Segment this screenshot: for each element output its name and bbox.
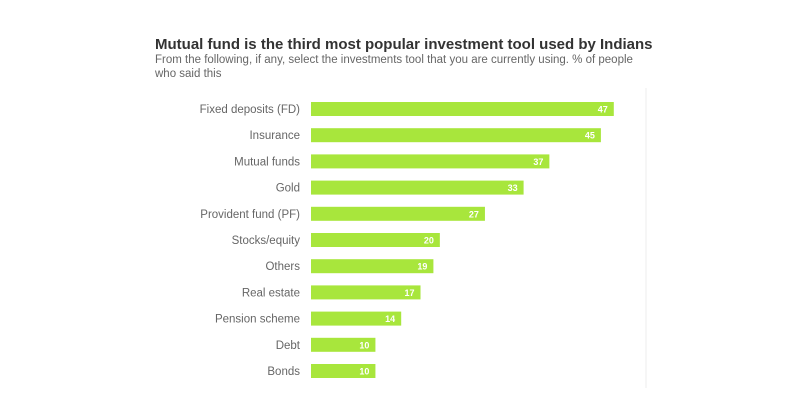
category-label: Mutual funds — [234, 156, 300, 168]
value-label: 20 — [424, 236, 434, 246]
bar — [311, 180, 524, 195]
bar — [311, 233, 440, 247]
category-label: Fixed deposits (FD) — [200, 104, 301, 116]
value-label: 10 — [359, 367, 369, 377]
category-label: Provident fund (PF) — [200, 209, 300, 221]
category-label: Real estate — [242, 287, 300, 299]
chart-subtitle: From the following, if any, select the i… — [155, 54, 633, 80]
category-label: Bonds — [267, 366, 300, 378]
value-label: 19 — [417, 262, 427, 272]
bar — [311, 102, 614, 116]
value-label: 47 — [598, 105, 608, 115]
category-label: Insurance — [249, 130, 300, 142]
bar — [311, 364, 376, 378]
bar — [311, 259, 434, 274]
category-label: Debt — [276, 340, 301, 352]
value-label: 45 — [585, 131, 595, 141]
bar — [311, 154, 550, 169]
bar — [311, 311, 402, 326]
value-label: 37 — [533, 157, 543, 167]
bar — [311, 206, 485, 221]
category-label: Pension scheme — [215, 314, 300, 326]
category-label: Stocks/equity — [232, 235, 301, 247]
category-label: Others — [265, 261, 300, 273]
value-label: 33 — [508, 183, 518, 193]
chart-title: Mutual fund is the third most popular in… — [155, 36, 653, 53]
bar — [311, 128, 601, 143]
bar — [311, 337, 376, 352]
value-label: 17 — [405, 288, 415, 298]
value-label: 27 — [469, 209, 479, 219]
bar — [311, 285, 421, 300]
value-label: 10 — [359, 340, 369, 350]
value-label: 14 — [385, 314, 395, 324]
category-label: Gold — [276, 183, 300, 195]
